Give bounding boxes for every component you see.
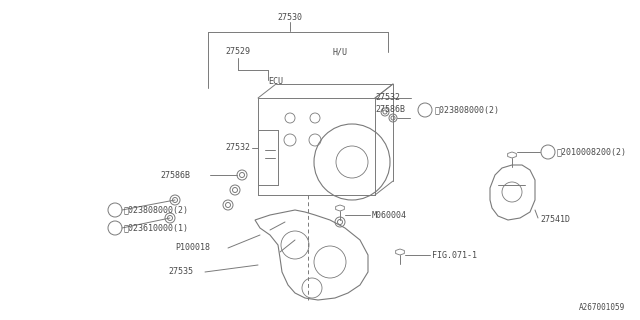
Text: H/U: H/U	[333, 47, 348, 57]
Text: 27535: 27535	[168, 268, 193, 276]
Text: M060004: M060004	[372, 211, 407, 220]
Text: ECU: ECU	[268, 77, 283, 86]
Text: P100018: P100018	[175, 244, 210, 252]
Text: 27530: 27530	[278, 13, 303, 22]
Text: FIG.071-1: FIG.071-1	[432, 251, 477, 260]
Text: 27529: 27529	[225, 47, 250, 57]
Text: A267001059: A267001059	[579, 303, 625, 313]
Text: 27586B: 27586B	[375, 106, 405, 115]
Text: 27532: 27532	[225, 143, 250, 153]
Text: ⑂2010008200(2): ⑂2010008200(2)	[557, 148, 627, 156]
Text: 27586B: 27586B	[160, 171, 190, 180]
Text: 27532: 27532	[375, 93, 400, 102]
Text: Ⓝ023610000(1): Ⓝ023610000(1)	[124, 223, 189, 233]
Text: 27541D: 27541D	[540, 215, 570, 225]
Text: Ⓝ023808000(2): Ⓝ023808000(2)	[124, 205, 189, 214]
Text: Ⓝ023808000(2): Ⓝ023808000(2)	[435, 106, 500, 115]
